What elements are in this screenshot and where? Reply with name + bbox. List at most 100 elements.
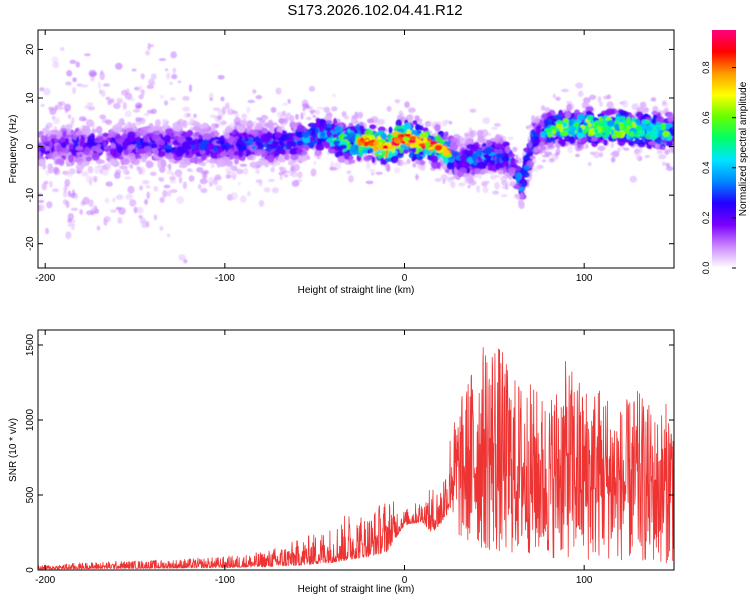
spectrogram-cell <box>55 131 62 140</box>
spectrogram-cell <box>585 143 589 149</box>
spectrogram-cell <box>227 135 235 144</box>
spectrogram-cell <box>434 177 442 182</box>
spectrogram-cell <box>66 70 73 77</box>
spectrogram-cell <box>218 121 226 126</box>
spectrogram-cell <box>153 214 158 221</box>
spectrogram-cell <box>182 141 189 149</box>
y-tick-label: -10 <box>25 187 36 202</box>
spectrogram-cell <box>168 158 176 163</box>
spectrogram-cell <box>154 119 161 127</box>
spectrogram-cell <box>412 163 417 168</box>
spectrogram-cell <box>496 153 505 158</box>
spectrogram-cell <box>149 44 154 48</box>
spectrogram-cell <box>66 171 73 178</box>
spectrogram-cell <box>587 122 592 128</box>
spectrogram-cell <box>310 111 314 115</box>
spectrogram-cell <box>72 77 77 83</box>
spectrogram-cell <box>252 89 257 94</box>
spectrogram-cell <box>56 144 62 152</box>
spectrogram-cell <box>46 153 53 158</box>
spectrogram-cell <box>146 191 150 200</box>
spectrogram-cell <box>533 147 539 153</box>
spectrogram-cell <box>264 137 271 144</box>
spectrogram-cell <box>196 167 204 173</box>
colorbar-axis: 0.0 0.2 0.4 0.6 0.8 <box>701 61 736 274</box>
spectrogram-cell <box>500 176 507 182</box>
spectrogram-cell <box>215 185 223 191</box>
spectrogram-cell <box>508 153 515 158</box>
y-tick-label: 20 <box>25 43 36 55</box>
spectrogram-cell <box>408 152 414 159</box>
spectrogram-cell <box>88 199 94 208</box>
spectrogram-cell <box>126 131 136 139</box>
spectrogram-cell <box>291 171 298 178</box>
spectrogram-cell <box>520 168 528 176</box>
spectrogram-cell <box>138 94 144 100</box>
spectrogram-cell <box>434 124 441 132</box>
spectrogram-cell <box>519 191 525 200</box>
spectrogram-cell <box>648 141 657 146</box>
spectrogram-cell <box>308 136 316 142</box>
spectrogram-cell <box>215 140 225 145</box>
spectrogram-cell <box>507 136 514 140</box>
x-tick-label: -100 <box>215 575 235 586</box>
spectrogram-cell <box>164 152 174 160</box>
spectrogram-cell <box>38 199 45 204</box>
spectrogram-cell <box>628 140 635 147</box>
spectrogram-cell <box>198 134 203 140</box>
spectrogram-cell <box>43 87 51 96</box>
spectrogram-cell <box>67 114 72 119</box>
spectrogram-cell <box>115 194 124 200</box>
spectrogram-cell <box>451 143 458 151</box>
spectrogram-cell <box>398 110 403 116</box>
spectrogram-cell <box>79 138 85 146</box>
spectrogram-cell <box>501 160 508 165</box>
spectrogram-cell <box>61 142 67 149</box>
spectrogram-cell <box>371 172 375 176</box>
spectrogram-cell <box>186 129 193 137</box>
spectrogram-cell <box>403 161 408 166</box>
spectrogram-cell <box>296 131 304 138</box>
spectrogram-cell <box>603 139 608 146</box>
spectrogram-cell <box>80 84 89 88</box>
spectrogram-cell <box>157 150 166 158</box>
spectrogram-cell <box>48 106 55 111</box>
spectrogram-cell <box>555 152 559 156</box>
spectrogram-cell <box>515 172 522 181</box>
spectrogram-cell <box>144 199 149 205</box>
spectrogram-cell <box>441 120 447 127</box>
spectrogram-cell <box>669 128 674 137</box>
spectrogram-cell <box>409 136 417 141</box>
spectrogram-cell <box>72 134 77 141</box>
spectrogram-cell <box>110 143 116 149</box>
spectrogram-cell <box>406 114 414 122</box>
spectrogram-cell <box>69 59 77 64</box>
spectrogram-cell <box>541 159 547 163</box>
spectrogram-cell <box>122 140 130 147</box>
spectrogram-cell <box>177 146 183 151</box>
spectrogram-cell <box>68 136 73 144</box>
spectrogram-cell <box>631 103 639 111</box>
spectrogram-cell <box>170 189 178 193</box>
spectrogram-cell <box>363 156 372 161</box>
spectrogram-cell <box>129 144 136 150</box>
spectrogram-cell <box>142 179 150 185</box>
spectrogram-cell <box>103 216 111 223</box>
spectrogram-cell <box>154 148 159 156</box>
spectrogram-cell <box>295 148 304 154</box>
spectrogram-cell <box>64 103 71 112</box>
spectrogram-cell <box>490 174 497 180</box>
spectrogram-cell <box>271 187 279 194</box>
spectrogram-cell <box>544 128 552 133</box>
spectrogram-cell <box>419 150 424 156</box>
spectrogram-cell <box>302 107 306 111</box>
spectrogram-cell <box>377 126 386 132</box>
spectrogram-cell <box>561 88 569 93</box>
spectrogram-cell <box>183 259 188 264</box>
spectrogram-cell <box>366 118 375 124</box>
x-tick-label: 0 <box>402 575 408 586</box>
spectrogram-cell <box>490 159 496 165</box>
spectrogram-cell <box>254 149 263 157</box>
